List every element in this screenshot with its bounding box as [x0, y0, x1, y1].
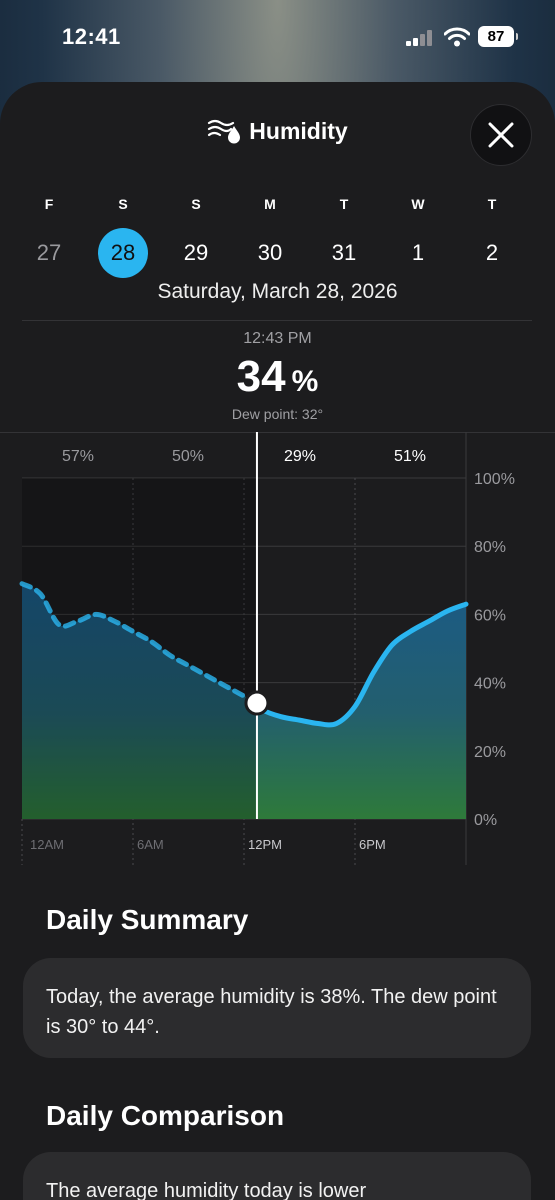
y-tick-label: 80% [474, 539, 506, 556]
close-icon [488, 122, 514, 148]
period-label: 51% [394, 448, 426, 465]
x-tick-label: 12PM [248, 837, 282, 852]
y-tick-label: 60% [474, 607, 506, 624]
battery-indicator: 87 [478, 26, 518, 47]
humidity-line-past [19, 581, 260, 706]
humidity-chart[interactable]: 57% 50% 29% 51% 100% 80% 60% 40% 20% 0% 12AM 6AM 12P… [0, 432, 555, 872]
selected-date: Saturday, March 28, 2026 [157, 280, 398, 303]
period-label: 57% [62, 448, 94, 465]
day-4[interactable]: T 31 [316, 194, 372, 278]
status-time: 12:41 [62, 24, 121, 49]
day-number: 27 [36, 240, 62, 265]
y-tick-label: 40% [474, 676, 506, 693]
humidity-unit: % [291, 365, 319, 398]
reading-time: 12:43 PM [243, 330, 312, 347]
day-number: 2 [485, 240, 499, 265]
humidity-sheet: Humidity F 27 S 28 S 29 M 30 T 31 W 1 T 2 Saturday, M… [0, 82, 555, 1200]
day-letter: M [264, 196, 276, 212]
day-letter: S [191, 196, 201, 212]
daily-summary-text: Today, the average humidity is 38%. The … [46, 986, 497, 1038]
daily-comparison-card: The average humidity today is lower [23, 1152, 531, 1200]
period-label: 29% [284, 448, 316, 465]
y-tick-label: 20% [474, 744, 506, 761]
humidity-line-forecast [254, 601, 469, 728]
divider [22, 320, 532, 321]
humidity-icon [208, 119, 241, 144]
day-letter: T [339, 196, 349, 212]
x-tick-label: 6AM [137, 837, 164, 852]
day-0[interactable]: F 27 [21, 194, 77, 278]
humidity-area [22, 583, 466, 819]
day-2[interactable]: S 29 [168, 194, 224, 278]
daily-summary-card: Today, the average humidity is 38%. The … [23, 958, 531, 1058]
day-letter: T [487, 196, 497, 212]
day-number: 31 [331, 240, 357, 265]
reading-value: 34% [0, 352, 555, 402]
day-3[interactable]: M 30 [242, 194, 298, 278]
day-number: 1 [411, 240, 425, 265]
period-label: 50% [172, 448, 204, 465]
day-number: 29 [183, 240, 209, 265]
day-letter: W [411, 196, 425, 212]
day-letter: F [44, 196, 54, 212]
daily-summary-title: Daily Summary [46, 904, 249, 935]
sheet-title: Humidity [249, 118, 348, 144]
x-tick-label: 6PM [359, 837, 386, 852]
past-overlay [22, 478, 257, 819]
daily-comparison-text: The average humidity today is lower [46, 1180, 367, 1200]
cellular-signal-icon [406, 30, 432, 46]
close-button[interactable] [470, 104, 532, 166]
dew-point-reading: Dew point: 32° [231, 406, 324, 422]
y-tick-label: 100% [474, 471, 515, 488]
x-tick-label: 12AM [30, 837, 64, 852]
day-letter: S [118, 196, 128, 212]
sheet-header: Humidity [0, 118, 555, 146]
current-point[interactable] [244, 690, 270, 716]
day-1[interactable]: S 28 [95, 194, 151, 278]
day-number: 28 [98, 228, 148, 278]
status-bar: 12:41 87 [0, 0, 555, 75]
y-tick-label: 0% [474, 812, 497, 829]
day-number: 30 [257, 240, 283, 265]
wifi-icon [444, 27, 470, 47]
daily-comparison-title: Daily Comparison [46, 1100, 285, 1131]
humidity-value: 34 [236, 352, 286, 401]
